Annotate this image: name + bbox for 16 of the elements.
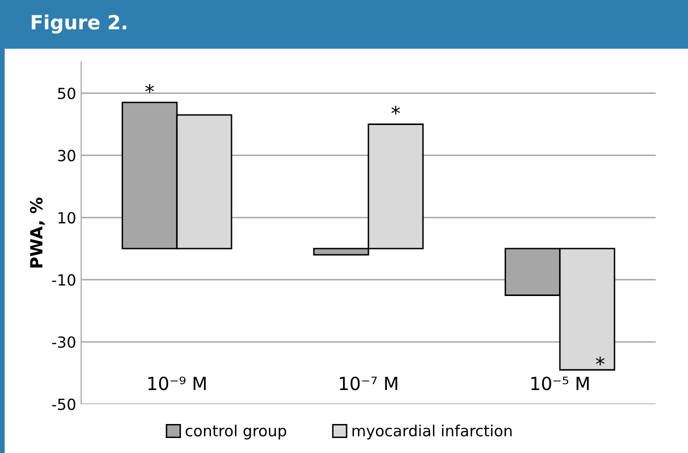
x-tick-label: 10⁻⁵ M	[531, 376, 589, 390]
chart-title: Figure 2.	[32, 14, 126, 34]
legend-label: myocardial infarction	[352, 424, 512, 440]
y-tick-label: -50	[52, 398, 76, 410]
x-tick-label: 10⁻⁹ M	[148, 376, 206, 390]
y-tick-label: 30	[58, 150, 76, 162]
y-tick-label: 50	[58, 88, 76, 100]
annotation: *	[596, 356, 604, 366]
y-tick-label: -10	[52, 274, 76, 286]
y-tick-label: -30	[52, 336, 76, 348]
annotation: *	[145, 84, 154, 93]
x-tick-label: 10⁻⁷ M	[340, 376, 398, 390]
y-tick-label: 10	[58, 212, 76, 224]
annotation: *	[391, 106, 400, 115]
legend-label: control group	[186, 424, 286, 440]
y-axis-title: PWA, %	[30, 198, 45, 268]
